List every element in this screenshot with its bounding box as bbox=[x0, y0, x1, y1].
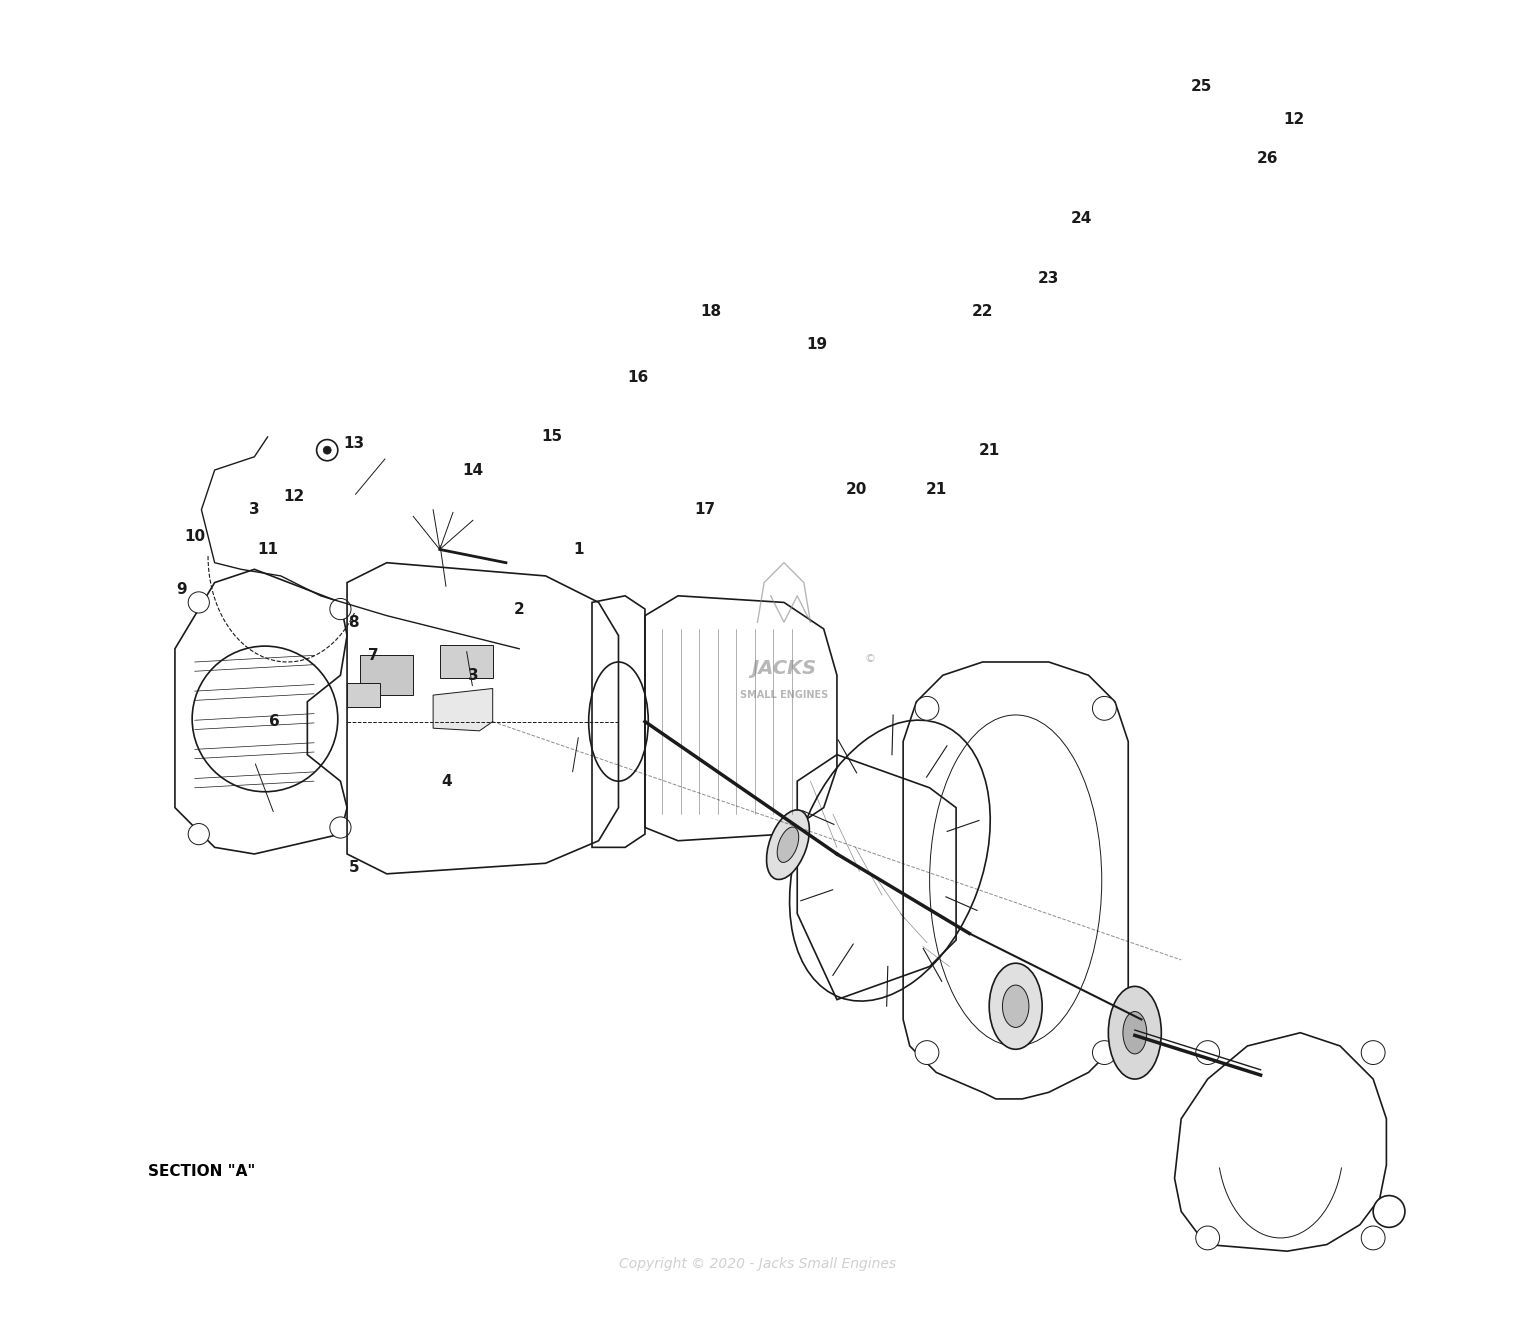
Text: 15: 15 bbox=[542, 429, 564, 445]
Ellipse shape bbox=[767, 810, 809, 879]
Circle shape bbox=[323, 446, 332, 454]
Circle shape bbox=[317, 440, 338, 461]
Circle shape bbox=[330, 817, 351, 838]
Text: 5: 5 bbox=[348, 859, 359, 875]
Text: 23: 23 bbox=[1038, 270, 1059, 286]
Text: 7: 7 bbox=[368, 647, 379, 663]
Text: 1: 1 bbox=[574, 542, 583, 557]
Text: 19: 19 bbox=[806, 336, 827, 352]
Ellipse shape bbox=[989, 964, 1042, 1049]
Polygon shape bbox=[433, 688, 492, 731]
Text: 22: 22 bbox=[971, 303, 994, 319]
Text: 3: 3 bbox=[248, 502, 259, 518]
Text: 16: 16 bbox=[627, 369, 648, 385]
Circle shape bbox=[915, 696, 939, 720]
Circle shape bbox=[1195, 1041, 1220, 1064]
Circle shape bbox=[188, 824, 209, 845]
Text: 12: 12 bbox=[283, 489, 305, 504]
Text: 20: 20 bbox=[845, 482, 868, 498]
Text: 2: 2 bbox=[514, 601, 524, 617]
Text: 24: 24 bbox=[1071, 211, 1092, 226]
Text: 17: 17 bbox=[694, 502, 715, 518]
Text: SMALL ENGINES: SMALL ENGINES bbox=[739, 690, 829, 700]
Ellipse shape bbox=[1003, 985, 1029, 1027]
Circle shape bbox=[188, 592, 209, 613]
Text: 21: 21 bbox=[926, 482, 947, 498]
Bar bbox=[439, 645, 492, 678]
Bar bbox=[347, 683, 380, 707]
Text: 18: 18 bbox=[700, 303, 721, 319]
Circle shape bbox=[1092, 696, 1117, 720]
Text: 3: 3 bbox=[468, 667, 479, 683]
Circle shape bbox=[330, 598, 351, 620]
Text: 12: 12 bbox=[1283, 111, 1304, 127]
Text: 6: 6 bbox=[268, 714, 280, 730]
Text: 13: 13 bbox=[342, 436, 364, 451]
Text: 11: 11 bbox=[258, 542, 279, 557]
Circle shape bbox=[915, 1041, 939, 1064]
Ellipse shape bbox=[777, 828, 798, 862]
Text: SECTION "A": SECTION "A" bbox=[148, 1164, 256, 1180]
Circle shape bbox=[1373, 1196, 1404, 1227]
Text: 25: 25 bbox=[1191, 78, 1212, 94]
Text: ©: © bbox=[865, 654, 876, 665]
Circle shape bbox=[1362, 1226, 1385, 1250]
Text: 4: 4 bbox=[441, 773, 451, 789]
Ellipse shape bbox=[1123, 1012, 1147, 1054]
Text: JACKS: JACKS bbox=[751, 659, 817, 678]
Ellipse shape bbox=[1109, 986, 1162, 1079]
Circle shape bbox=[1362, 1041, 1385, 1064]
Text: 14: 14 bbox=[462, 462, 483, 478]
Text: 26: 26 bbox=[1256, 151, 1279, 167]
Bar bbox=[361, 655, 414, 695]
Text: 21: 21 bbox=[979, 442, 1000, 458]
Text: 9: 9 bbox=[176, 581, 186, 597]
Text: 10: 10 bbox=[185, 528, 206, 544]
Text: 8: 8 bbox=[348, 614, 359, 630]
Text: Copyright © 2020 - Jacks Small Engines: Copyright © 2020 - Jacks Small Engines bbox=[620, 1258, 895, 1271]
Circle shape bbox=[1092, 1041, 1117, 1064]
Circle shape bbox=[1195, 1226, 1220, 1250]
